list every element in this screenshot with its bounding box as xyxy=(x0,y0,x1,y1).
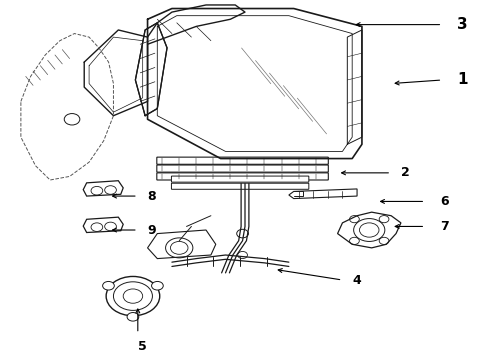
FancyBboxPatch shape xyxy=(157,165,328,172)
FancyBboxPatch shape xyxy=(157,157,328,164)
Polygon shape xyxy=(147,230,216,258)
Circle shape xyxy=(102,282,114,290)
Circle shape xyxy=(127,312,139,321)
Text: 1: 1 xyxy=(457,72,467,87)
Polygon shape xyxy=(83,181,123,196)
Polygon shape xyxy=(135,23,167,116)
FancyBboxPatch shape xyxy=(172,183,309,189)
Text: 7: 7 xyxy=(440,220,449,233)
Polygon shape xyxy=(338,212,401,248)
Circle shape xyxy=(151,282,163,290)
Text: 6: 6 xyxy=(440,195,448,208)
Text: 2: 2 xyxy=(401,166,410,179)
FancyBboxPatch shape xyxy=(157,173,328,180)
Polygon shape xyxy=(289,189,357,199)
Text: 9: 9 xyxy=(147,224,156,237)
Polygon shape xyxy=(83,217,123,233)
Text: 8: 8 xyxy=(147,190,156,203)
Text: 4: 4 xyxy=(352,274,361,287)
FancyBboxPatch shape xyxy=(172,176,309,182)
Text: 5: 5 xyxy=(138,339,147,352)
Text: 3: 3 xyxy=(457,17,467,32)
